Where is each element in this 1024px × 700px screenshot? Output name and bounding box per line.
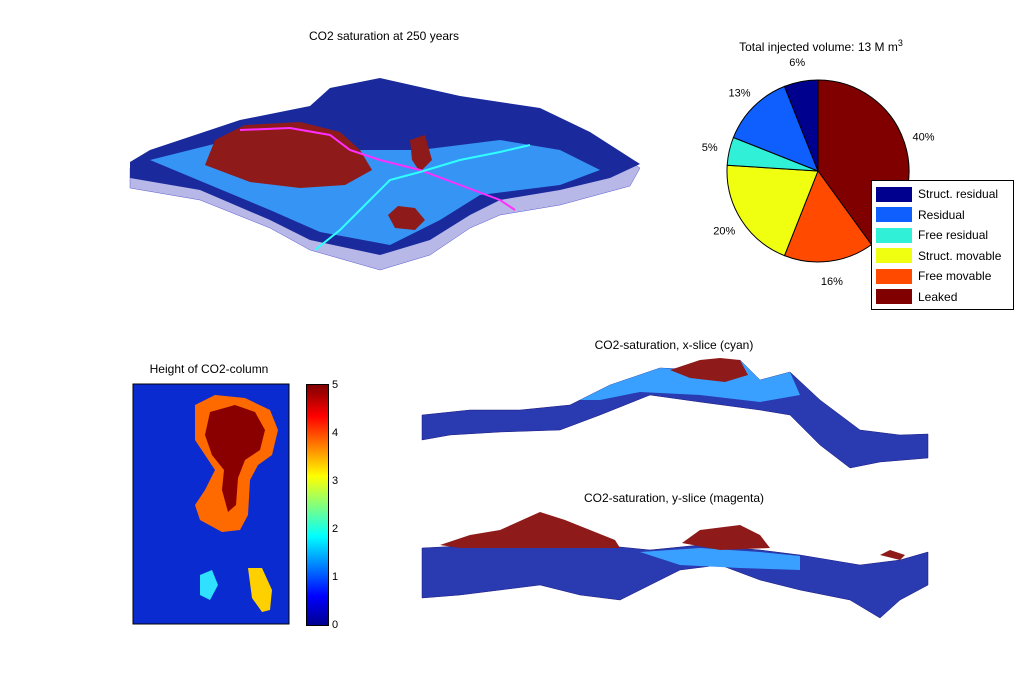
- pie-legend: Struct. residual Residual Free residual Str…: [871, 180, 1014, 310]
- heatmap-hot-blob: [195, 395, 278, 532]
- legend-swatch: [876, 248, 912, 263]
- x-slice-base: [421, 359, 929, 469]
- pie-label-free-residual: 5%: [702, 142, 718, 154]
- surface-leaked-region-2: [388, 206, 425, 230]
- heatmap-plume-west: [200, 570, 218, 600]
- legend-item: Residual: [876, 206, 965, 224]
- pie-slice-struct-movable: [726, 164, 819, 257]
- surface-top-deepblue: [130, 78, 640, 255]
- legend-item: Free movable: [876, 267, 991, 285]
- legend-swatch: [876, 227, 912, 243]
- heatmap-plume-south: [248, 568, 272, 612]
- legend-label: Leaked: [918, 289, 958, 304]
- colorbar-tick-label: 2: [332, 523, 339, 535]
- y-slice-line-magenta: [239, 126, 516, 211]
- surface-top-lightblue: [150, 140, 600, 245]
- column-height-title: Height of CO2-column: [149, 362, 269, 376]
- colorbar-tick-label: 5: [332, 379, 339, 391]
- pie-slice-struct-residual: [783, 79, 819, 172]
- pie-slice-residual: [732, 85, 819, 172]
- column-height-heatmap: [132, 383, 290, 625]
- legend-swatch: [876, 186, 912, 202]
- pie-slice-free-residual: [726, 136, 819, 172]
- pie-label-leaked: 40%: [913, 132, 935, 144]
- legend-item: Free residual: [876, 226, 988, 244]
- y-slice-leaked-2: [682, 525, 770, 550]
- x-slice-line-cyan: [314, 144, 531, 251]
- x-slice-leaked: [670, 358, 748, 382]
- y-slice-co2-light: [640, 548, 800, 570]
- y-slice-leaked-3: [880, 550, 905, 560]
- legend-label: Free movable: [918, 269, 992, 283]
- colorbar-tick-label: 4: [332, 427, 339, 439]
- legend-label: Residual: [918, 207, 965, 222]
- x-slice-co2-light: [580, 360, 800, 402]
- pie-label-residual: 13%: [728, 88, 750, 100]
- pie-title-text: Total injected volume: 13 M m: [739, 40, 898, 54]
- colorbar-tick-label: 3: [332, 475, 339, 487]
- pie-label-struct-residual: 6%: [789, 57, 805, 69]
- legend-item: Struct. residual: [876, 185, 998, 203]
- surface-plot-title: CO2 saturation at 250 years: [308, 29, 460, 43]
- legend-swatch: [876, 268, 912, 284]
- legend-item: Struct. movable: [876, 247, 1001, 265]
- x-slice-title: CO2-saturation, x-slice (cyan): [594, 338, 754, 352]
- legend-swatch: [876, 289, 912, 304]
- legend-label: Struct. movable: [918, 248, 1002, 263]
- pie-label-free-movable: 16%: [821, 276, 843, 288]
- pie-title-superscript: 3: [897, 38, 903, 48]
- pie-label-struct-movable: 20%: [713, 225, 735, 237]
- y-slice-leaked-1: [440, 512, 620, 548]
- legend-label: Free residual: [918, 228, 989, 242]
- y-slice-base: [421, 539, 929, 619]
- surface-leaked-region-3: [410, 135, 432, 172]
- legend-item: Leaked: [876, 288, 957, 306]
- pie-slice-free-movable: [783, 169, 873, 263]
- heatmap-core-blob: [205, 405, 265, 512]
- surface-leaked-region-1: [205, 122, 372, 188]
- colorbar: [306, 384, 329, 626]
- legend-swatch: [876, 207, 912, 222]
- y-slice-title: CO2-saturation, y-slice (magenta): [583, 491, 765, 505]
- colorbar-tick-label: 0: [332, 619, 339, 631]
- surface-side-wall: [129, 81, 641, 271]
- pie-chart-title: Total injected volume: 13 M m3: [739, 38, 903, 54]
- legend-label: Struct. residual: [918, 187, 999, 201]
- colorbar-tick-label: 1: [332, 571, 339, 583]
